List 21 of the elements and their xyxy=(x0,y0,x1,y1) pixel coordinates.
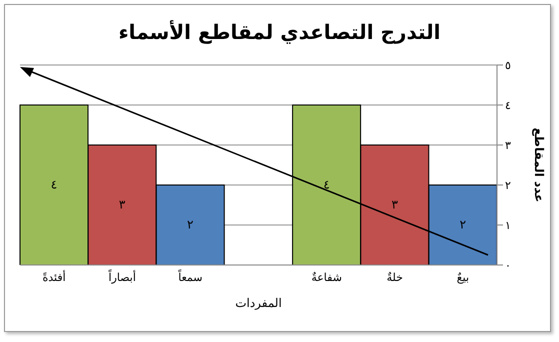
y-tick-label: ٢ xyxy=(505,178,511,192)
data-label: ٣ xyxy=(391,197,398,212)
x-tick-label: سمعاً xyxy=(178,268,202,284)
y-tick-label: ٤ xyxy=(505,98,511,112)
x-tick-label: شفاعةٌ xyxy=(311,270,342,284)
data-label: ٣ xyxy=(118,197,126,212)
x-tick-label: بيعٌ xyxy=(456,270,470,284)
data-label: ٤ xyxy=(50,177,58,192)
chart-title: التدرج التصاعدي لمقاطع الأسماء xyxy=(117,20,442,44)
x-tick-label: أبصاراً xyxy=(108,268,136,284)
y-tick-label: ٠ xyxy=(505,258,511,272)
x-tick-label: أفئدةً xyxy=(42,270,66,284)
y-tick-label: ١ xyxy=(505,218,511,232)
x-axis-title: المفردات xyxy=(234,296,283,310)
y-tick-label: ٣ xyxy=(505,138,511,152)
y-axis-title: عدد المقاطع xyxy=(532,128,546,202)
data-label: ٢ xyxy=(460,217,466,232)
data-label: ٢ xyxy=(187,217,194,232)
y-tick-label: ٥ xyxy=(505,58,511,72)
x-tick-label: خلةٌ xyxy=(386,270,403,284)
data-label: ٤ xyxy=(323,177,330,192)
